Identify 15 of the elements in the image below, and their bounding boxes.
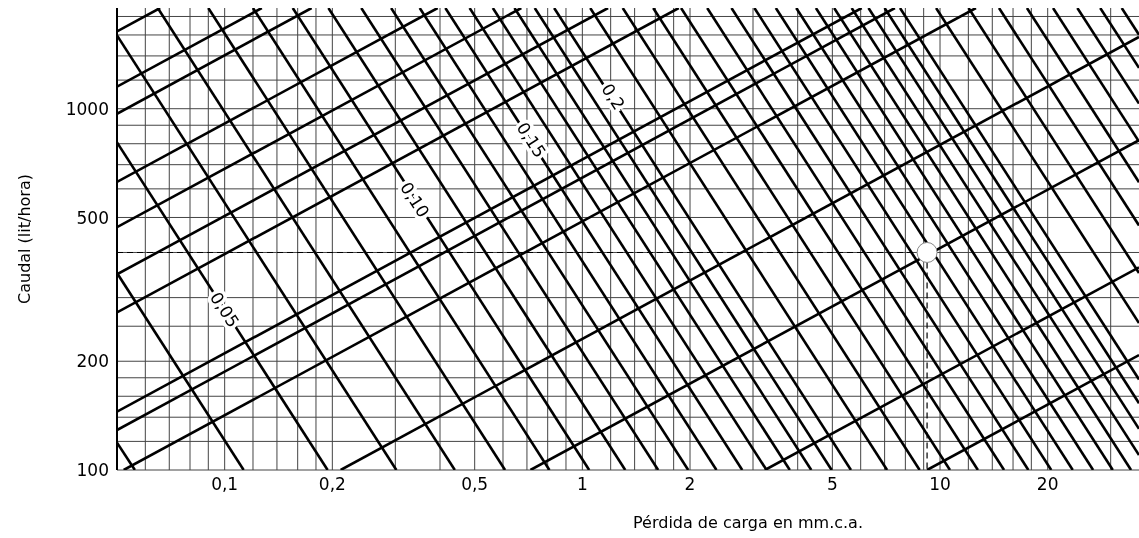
x-tick-label: 10: [929, 474, 951, 495]
y-tick-label: 200: [76, 351, 109, 372]
x-tick-label: 5: [826, 474, 838, 495]
y-tick-label: 1000: [65, 98, 109, 119]
x-tick-label: 0,2: [318, 474, 346, 495]
x-tick-label: 0,1: [211, 474, 239, 495]
x-tick-label: 2: [684, 474, 696, 495]
x-tick-label: 20: [1036, 474, 1059, 495]
x-tick-label: 0,5: [461, 474, 489, 495]
x-tick-label: 1: [576, 474, 588, 495]
y-tick-label: 100: [76, 460, 109, 481]
annotation: 0,2: [597, 79, 629, 114]
x-axis-title: Pérdida de carga en mm.c.a.: [633, 513, 863, 532]
y-axis-title: Caudal (lit/hora): [14, 174, 34, 304]
y-tick-label: 500: [76, 207, 109, 228]
